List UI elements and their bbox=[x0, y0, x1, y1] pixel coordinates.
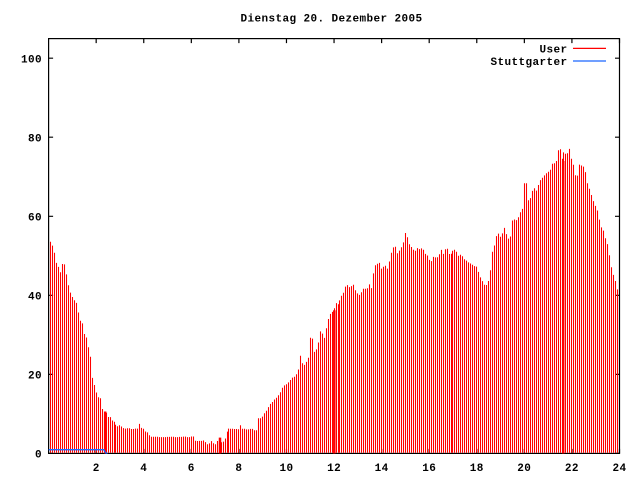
svg-text:6: 6 bbox=[188, 463, 195, 475]
svg-text:User: User bbox=[539, 45, 567, 57]
svg-text:12: 12 bbox=[327, 463, 341, 475]
svg-text:Stuttgarter: Stuttgarter bbox=[490, 57, 567, 69]
svg-text:24: 24 bbox=[612, 463, 626, 475]
svg-text:4: 4 bbox=[140, 463, 147, 475]
svg-text:18: 18 bbox=[470, 463, 484, 475]
svg-text:80: 80 bbox=[28, 133, 42, 145]
svg-text:0: 0 bbox=[35, 450, 42, 462]
svg-text:100: 100 bbox=[21, 54, 42, 66]
svg-text:14: 14 bbox=[375, 463, 389, 475]
svg-text:40: 40 bbox=[28, 291, 42, 303]
svg-text:2: 2 bbox=[93, 463, 100, 475]
svg-text:22: 22 bbox=[565, 463, 579, 475]
svg-text:20: 20 bbox=[517, 463, 531, 475]
svg-text:Dienstag 20. Dezember 2005: Dienstag 20. Dezember 2005 bbox=[240, 14, 422, 26]
svg-text:20: 20 bbox=[28, 371, 42, 383]
svg-text:60: 60 bbox=[28, 212, 42, 224]
svg-text:10: 10 bbox=[279, 463, 293, 475]
svg-text:16: 16 bbox=[422, 463, 436, 475]
svg-text:8: 8 bbox=[235, 463, 242, 475]
